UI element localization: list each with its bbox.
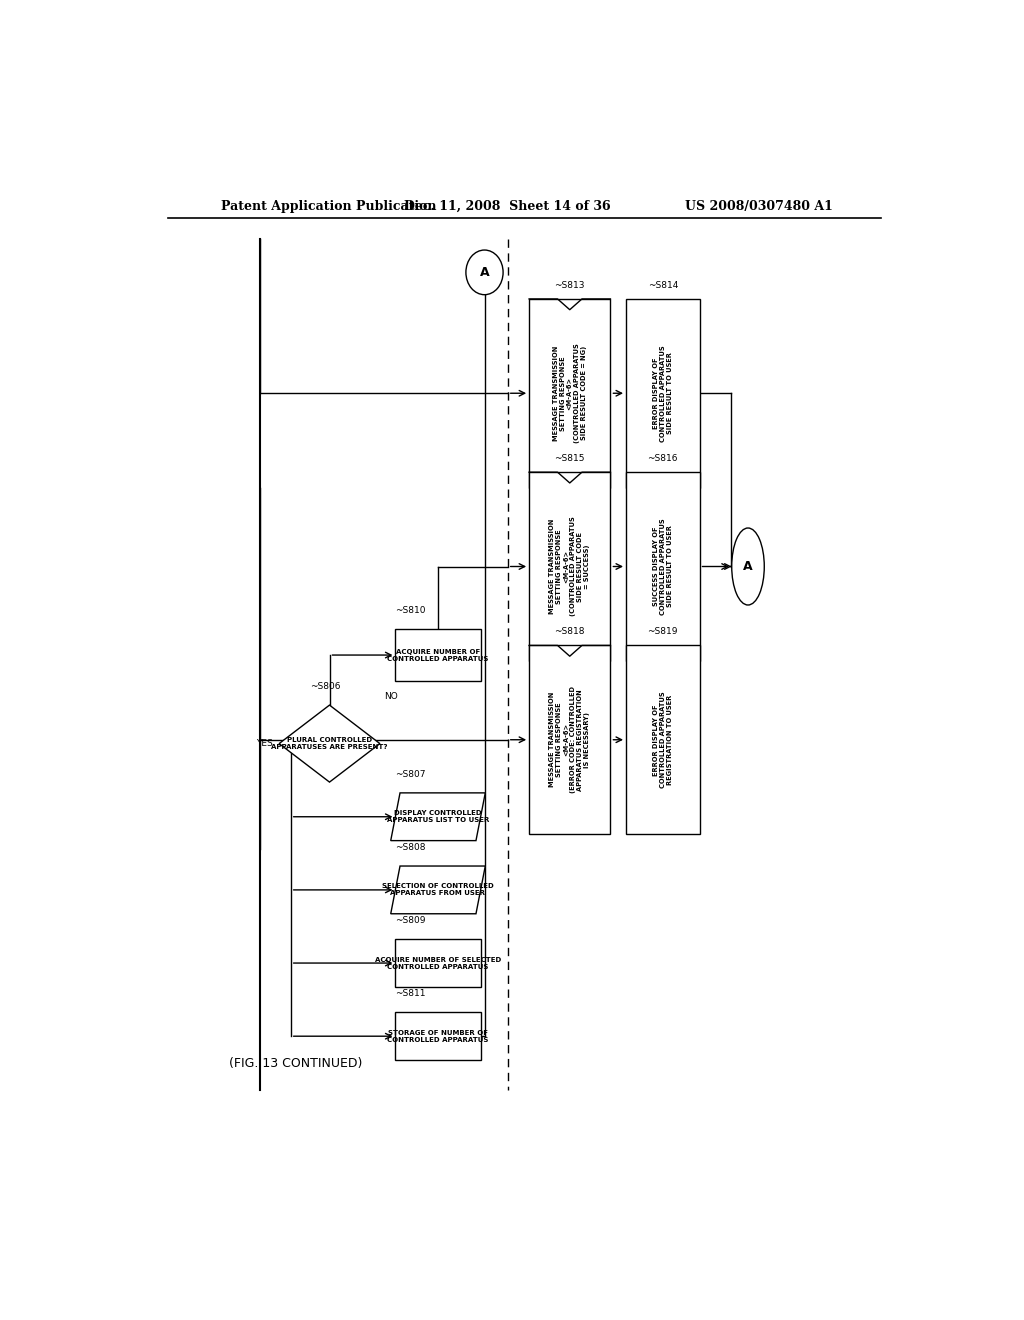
- Text: MESSAGE TRANSMISSION
SETTING RESPONSE
<M-A-6>
(CONTROLLED APPARATUS
SIDE RESULT : MESSAGE TRANSMISSION SETTING RESPONSE <M…: [549, 516, 590, 616]
- Text: DISPLAY CONTROLLED
APPARATUS LIST TO USER: DISPLAY CONTROLLED APPARATUS LIST TO USE…: [387, 810, 489, 824]
- Bar: [626, 298, 699, 487]
- Bar: [395, 940, 480, 987]
- Text: A: A: [743, 560, 753, 573]
- Text: ~S813: ~S813: [555, 281, 585, 289]
- Text: ~S818: ~S818: [555, 627, 585, 636]
- Text: ACQUIRE NUMBER OF
CONTROLLED APPARATUS: ACQUIRE NUMBER OF CONTROLLED APPARATUS: [387, 648, 488, 661]
- Bar: [395, 1012, 480, 1060]
- Ellipse shape: [732, 528, 764, 605]
- Bar: [626, 473, 699, 661]
- Text: ~S807: ~S807: [395, 770, 426, 779]
- Text: ~S814: ~S814: [647, 281, 678, 289]
- Text: NO: NO: [384, 692, 397, 701]
- Bar: [529, 473, 610, 661]
- Text: Dec. 11, 2008  Sheet 14 of 36: Dec. 11, 2008 Sheet 14 of 36: [404, 199, 611, 213]
- Text: ACQUIRE NUMBER OF SELECTED
CONTROLLED APPARATUS: ACQUIRE NUMBER OF SELECTED CONTROLLED AP…: [375, 957, 501, 970]
- Text: ~S809: ~S809: [395, 916, 426, 925]
- Text: ~S811: ~S811: [395, 990, 426, 998]
- Text: MESSAGE TRANSMISSION
SETTING RESPONSE
<M-A-6>
(ERROR CODE: CONTROLLED
APPARATUS : MESSAGE TRANSMISSION SETTING RESPONSE <M…: [549, 686, 590, 793]
- Text: ~S810: ~S810: [395, 606, 426, 615]
- Text: Patent Application Publication: Patent Application Publication: [221, 199, 436, 213]
- Text: ~S806: ~S806: [310, 682, 341, 692]
- Text: SELECTION OF CONTROLLED
APPARATUS FROM USER: SELECTION OF CONTROLLED APPARATUS FROM U…: [382, 883, 494, 896]
- Text: ERROR DISPLAY OF
CONTROLLED APPARATUS
REGISTRATION TO USER: ERROR DISPLAY OF CONTROLLED APPARATUS RE…: [652, 692, 673, 788]
- Text: ~S816: ~S816: [647, 454, 678, 463]
- Text: MESSAGE TRANSMISSION
SETTING RESPONSE
<M-A-6>
(CONTROLLED APPARATUS
SIDE RESULT : MESSAGE TRANSMISSION SETTING RESPONSE <M…: [553, 343, 587, 444]
- Bar: [529, 298, 610, 487]
- Text: US 2008/0307480 A1: US 2008/0307480 A1: [685, 199, 834, 213]
- Polygon shape: [391, 866, 485, 913]
- Text: A: A: [479, 265, 489, 279]
- Ellipse shape: [466, 249, 503, 294]
- Text: YES: YES: [256, 739, 273, 748]
- Polygon shape: [280, 705, 380, 781]
- Text: PLURAL CONTROLLED
APPARATUSES ARE PRESENT?: PLURAL CONTROLLED APPARATUSES ARE PRESEN…: [271, 737, 388, 750]
- Text: SUCCESS DISPLAY OF
CONTROLLED APPARATUS
SIDE RESULT TO USER: SUCCESS DISPLAY OF CONTROLLED APPARATUS …: [652, 519, 673, 615]
- Text: ~S815: ~S815: [555, 454, 585, 463]
- Bar: [529, 645, 610, 834]
- Text: ~S808: ~S808: [395, 843, 426, 853]
- Polygon shape: [391, 793, 485, 841]
- Text: (FIG. 13 CONTINUED): (FIG. 13 CONTINUED): [228, 1056, 362, 1069]
- Text: ERROR DISPLAY OF
CONTROLLED APPARATUS
SIDE RESULT TO USER: ERROR DISPLAY OF CONTROLLED APPARATUS SI…: [652, 345, 673, 442]
- Text: ~S819: ~S819: [647, 627, 678, 636]
- Bar: [626, 645, 699, 834]
- Text: STORAGE OF NUMBER OF
CONTROLLED APPARATUS: STORAGE OF NUMBER OF CONTROLLED APPARATU…: [387, 1030, 488, 1043]
- Bar: [395, 628, 480, 681]
